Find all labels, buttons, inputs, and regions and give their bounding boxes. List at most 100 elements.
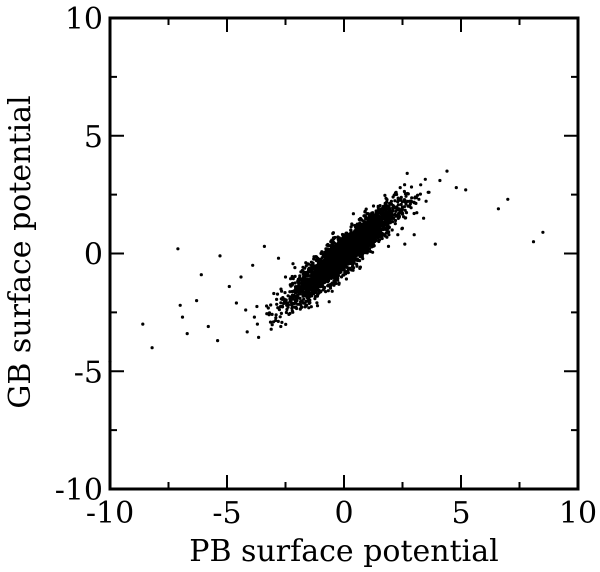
data-point xyxy=(323,280,327,284)
data-point xyxy=(403,199,407,203)
data-point xyxy=(426,190,430,194)
data-point xyxy=(373,234,377,239)
data-point xyxy=(199,273,203,277)
data-point xyxy=(400,207,404,211)
data-point xyxy=(382,204,386,208)
data-point xyxy=(387,225,391,229)
data-point xyxy=(506,197,510,201)
data-point xyxy=(280,320,284,324)
data-point xyxy=(393,199,397,203)
data-point xyxy=(255,322,259,326)
data-point xyxy=(337,282,341,286)
data-point xyxy=(150,346,154,350)
data-point xyxy=(333,264,337,268)
data-point xyxy=(363,240,367,244)
data-point xyxy=(330,289,334,293)
data-point xyxy=(352,242,356,246)
x-tick-label: -10 xyxy=(86,496,134,531)
data-point xyxy=(349,261,353,265)
data-point xyxy=(396,200,400,204)
data-point xyxy=(307,266,311,270)
data-point xyxy=(541,230,545,234)
data-point xyxy=(350,255,354,259)
data-point xyxy=(365,221,369,225)
axis-ticks xyxy=(110,18,578,489)
data-point xyxy=(319,251,323,256)
data-point xyxy=(445,169,449,173)
data-point xyxy=(279,311,283,315)
data-point xyxy=(353,231,357,235)
data-point xyxy=(336,278,340,282)
data-point xyxy=(356,230,360,234)
data-point xyxy=(343,244,347,248)
data-point xyxy=(361,226,365,230)
data-point xyxy=(357,234,361,238)
data-point xyxy=(385,230,389,235)
data-point xyxy=(295,296,299,300)
data-point xyxy=(315,301,319,305)
data-point xyxy=(325,243,329,247)
data-point xyxy=(405,191,409,196)
data-point xyxy=(234,301,238,305)
data-point xyxy=(304,288,308,292)
data-point xyxy=(338,238,342,242)
data-point xyxy=(378,215,382,219)
data-point xyxy=(330,261,334,265)
data-point xyxy=(424,199,428,203)
data-point xyxy=(185,332,189,336)
data-point xyxy=(311,289,315,293)
data-point xyxy=(257,335,261,339)
data-point xyxy=(291,262,295,266)
data-point xyxy=(278,315,282,319)
data-point xyxy=(298,292,302,296)
data-point xyxy=(335,269,340,274)
data-point xyxy=(433,242,437,246)
data-point xyxy=(327,300,331,304)
data-point xyxy=(333,268,337,272)
x-axis-title: PB surface potential xyxy=(189,534,498,569)
data-point xyxy=(304,282,308,287)
data-point xyxy=(302,294,306,298)
data-point xyxy=(400,211,405,216)
data-point xyxy=(371,204,376,208)
data-point xyxy=(385,228,389,232)
data-point xyxy=(283,291,287,295)
data-point xyxy=(316,261,320,265)
data-point xyxy=(382,217,387,221)
data-point xyxy=(325,270,329,274)
data-point xyxy=(354,233,358,237)
data-point xyxy=(331,231,335,235)
data-point xyxy=(396,197,400,201)
data-point xyxy=(358,266,362,270)
data-point xyxy=(297,281,301,286)
data-point xyxy=(336,248,340,252)
data-point xyxy=(322,285,327,289)
data-point xyxy=(400,226,404,230)
data-point xyxy=(218,254,222,258)
data-point xyxy=(368,242,372,246)
data-point xyxy=(412,211,416,216)
data-point xyxy=(326,280,330,284)
data-point xyxy=(375,214,379,218)
data-point xyxy=(355,262,359,266)
data-point xyxy=(387,233,391,237)
data-point xyxy=(328,263,332,267)
data-point xyxy=(344,237,348,241)
data-point xyxy=(387,209,391,213)
data-point xyxy=(363,224,367,228)
data-point xyxy=(349,242,353,246)
data-point xyxy=(319,284,323,289)
data-point xyxy=(290,282,295,286)
y-tick-labels: -10 -5 0 5 10 xyxy=(55,2,103,508)
data-point xyxy=(315,255,319,259)
data-point xyxy=(325,247,329,251)
data-point xyxy=(400,205,404,209)
data-point xyxy=(307,282,311,286)
data-point xyxy=(362,246,366,251)
data-point xyxy=(346,271,350,275)
data-point xyxy=(313,297,317,301)
data-point xyxy=(410,196,414,200)
data-point xyxy=(295,289,299,294)
data-point xyxy=(297,286,301,290)
data-point xyxy=(349,245,353,249)
